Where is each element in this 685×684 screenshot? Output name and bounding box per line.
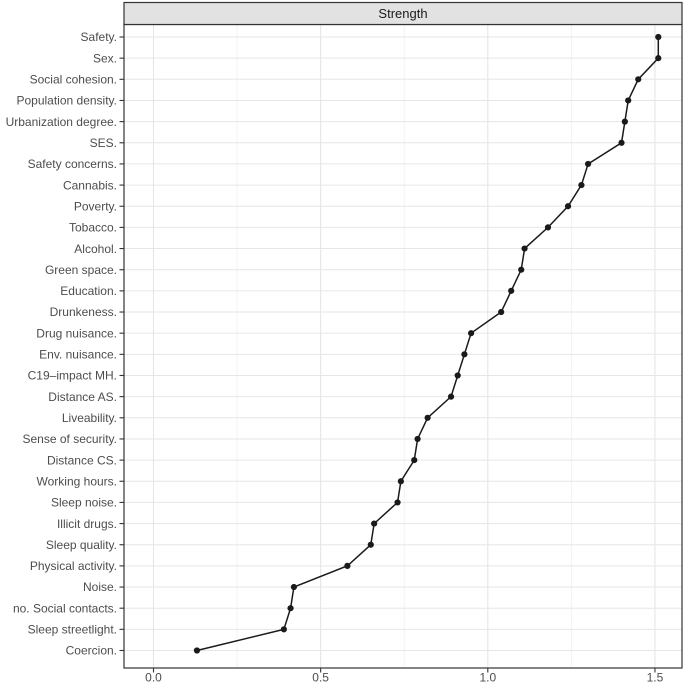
y-axis-label: Sleep noise. — [51, 496, 117, 510]
y-axis-label: Education. — [60, 284, 117, 298]
y-axis-label: Coercion. — [66, 644, 117, 658]
y-axis-label: SES. — [90, 136, 117, 150]
data-point — [655, 55, 662, 62]
y-axis-label: Cannabis. — [63, 178, 117, 192]
x-axis-tick-label: 1.5 — [647, 671, 664, 684]
y-axis-label: Urbanization degree. — [6, 115, 117, 129]
data-point — [625, 97, 632, 104]
y-axis-label: Working hours. — [37, 474, 117, 488]
data-point — [454, 372, 461, 379]
y-axis-label: Sleep streetlight. — [28, 623, 117, 637]
data-point — [397, 478, 404, 485]
data-point — [461, 351, 468, 358]
data-point — [498, 308, 505, 316]
gridlines-layer — [124, 24, 682, 668]
y-axis-label: Sense of security. — [23, 432, 118, 446]
data-point — [287, 605, 294, 612]
y-axis-label: Safety. — [81, 30, 117, 44]
y-axis-label: Liveability. — [62, 411, 117, 425]
data-point — [344, 562, 351, 569]
facet-strip-title: Strength — [378, 6, 427, 21]
y-axis-label: Safety concerns. — [28, 157, 117, 171]
data-point — [193, 647, 201, 654]
y-axis-label: Alcohol. — [74, 242, 117, 256]
data-point — [280, 626, 287, 633]
data-point — [411, 457, 418, 464]
data-point — [578, 181, 585, 189]
y-axis-label: Green space. — [45, 263, 117, 277]
x-axis-tick-label: 0.0 — [145, 671, 162, 684]
y-axis-label: Noise. — [83, 580, 117, 594]
facet-strip — [123, 1, 683, 26]
y-axis: Safety. Sex. Social cohesion. Population de… — [6, 30, 124, 658]
y-axis-label: no. Social contacts. — [13, 601, 117, 615]
data-point — [367, 541, 374, 548]
y-axis-label: Sex. — [93, 51, 117, 65]
y-axis-label: Drunkeness. — [50, 305, 117, 319]
data-point — [655, 33, 662, 41]
data-point — [618, 139, 625, 146]
data-point — [518, 266, 525, 273]
data-point — [447, 393, 455, 400]
data-point — [424, 414, 431, 421]
trend-line — [196, 37, 660, 652]
data-point — [621, 118, 628, 125]
y-axis-label: Physical activity. — [30, 559, 117, 573]
data-point — [635, 76, 642, 83]
data-point — [371, 520, 378, 527]
data-point — [508, 287, 515, 294]
y-axis-label: Sleep quality. — [46, 538, 117, 552]
y-axis-label: Population density. — [16, 94, 117, 108]
line-series-layer — [193, 33, 662, 654]
y-axis-label: Social cohesion. — [30, 73, 117, 87]
y-axis-label: Env. nuisance. — [39, 348, 117, 362]
y-axis-label: Distance AS. — [48, 390, 117, 404]
data-point — [467, 330, 475, 337]
data-point — [544, 224, 552, 231]
data-point — [521, 245, 528, 252]
data-point — [394, 499, 401, 506]
data-point — [414, 435, 421, 443]
data-point — [564, 203, 572, 210]
y-axis-label: Illicit drugs. — [57, 517, 117, 531]
y-axis-label: C19–impact MH. — [28, 369, 117, 383]
y-axis-label: Tobacco. — [69, 221, 117, 235]
x-axis-tick-label: 1.0 — [479, 671, 496, 684]
x-axis: 0.0 0.5 1.0 1.5 — [145, 668, 664, 684]
data-point — [290, 583, 298, 591]
y-axis-label: Poverty. — [74, 199, 117, 213]
panel-border — [123, 23, 683, 669]
y-axis-label: Distance CS. — [47, 453, 117, 467]
x-axis-tick-label: 0.5 — [312, 671, 329, 684]
y-axis-label: Drug nuisance. — [36, 326, 117, 340]
data-point — [584, 160, 592, 168]
